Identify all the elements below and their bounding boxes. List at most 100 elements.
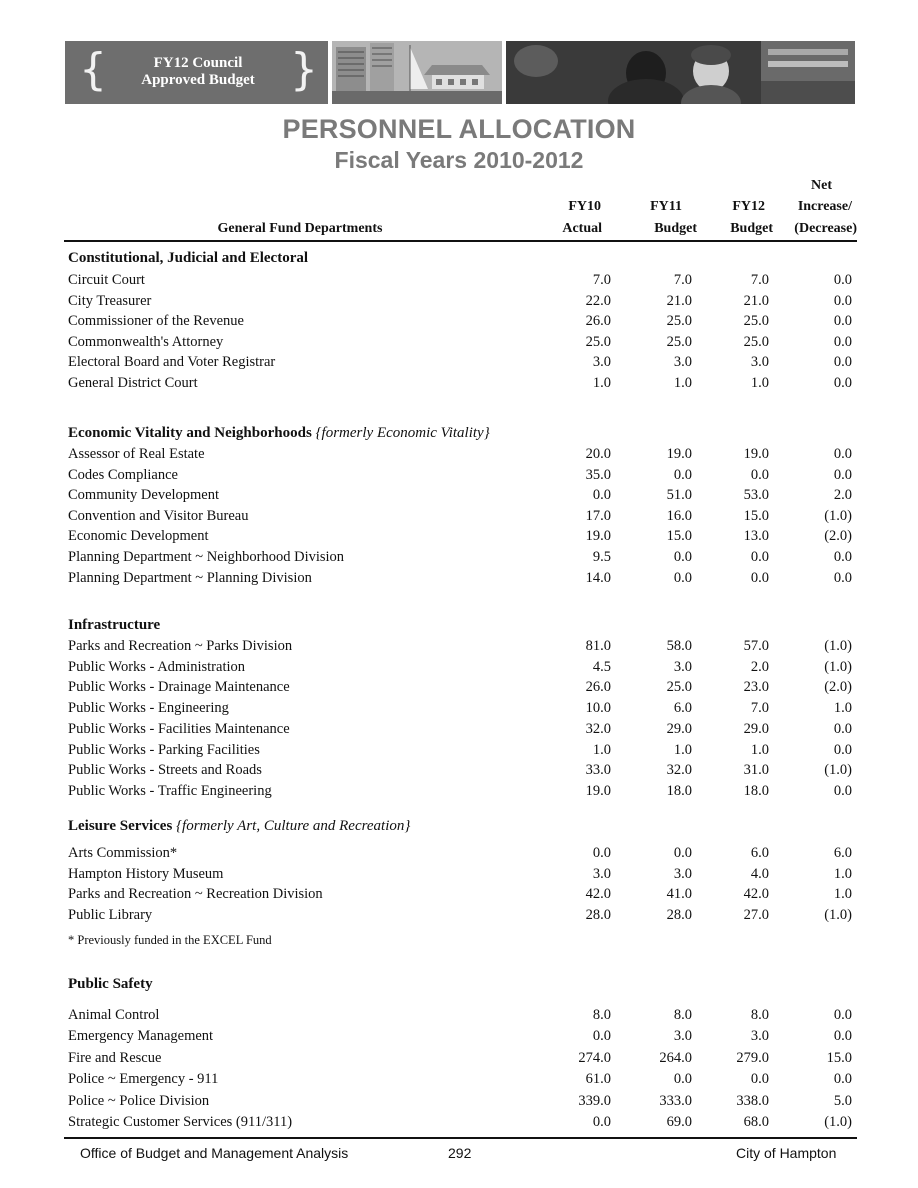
fy10-actual: 20.0 xyxy=(585,446,611,462)
table-row: Fire and Rescue 274.0 264.0 279.0 15.0 xyxy=(0,1049,918,1067)
header-fy10-line2: Actual xyxy=(562,221,602,236)
fy12-budget: 0.0 xyxy=(750,549,769,565)
fy10-actual: 1.0 xyxy=(592,741,611,758)
banner-photo-waterfront xyxy=(332,41,502,104)
fy12-budget: 27.0 xyxy=(743,906,769,923)
fy10-actual: 32.0 xyxy=(585,720,611,737)
fy10-actual: 33.0 xyxy=(585,762,611,779)
table-row: Codes Compliance 35.0 0.0 0.0 0.0 xyxy=(0,466,918,484)
net-change: 6.0 xyxy=(833,845,852,861)
department-name: Commissioner of the Revenue xyxy=(68,313,244,330)
table-row: Public Works - Facilities Maintenance 32.… xyxy=(0,720,918,738)
department-name: Police ~ Emergency - 911 xyxy=(68,1071,219,1088)
department-name: Fire and Rescue xyxy=(68,1049,162,1066)
net-change: 0.0 xyxy=(833,333,852,350)
fy11-budget: 3.0 xyxy=(673,658,692,675)
table-row: Arts Commission* 0.0 0.0 6.0 6.0 xyxy=(0,844,918,862)
fy10-actual: 0.0 xyxy=(592,845,611,861)
fy11-budget: 25.0 xyxy=(666,313,692,330)
fy10-actual: 1.0 xyxy=(592,375,611,391)
department-name: City Treasurer xyxy=(68,292,152,309)
net-change: (2.0) xyxy=(824,528,852,545)
table-row: Public Works - Drainage Maintenance 26.0 2… xyxy=(0,678,918,696)
header-fy12-line1: FY12 xyxy=(732,199,765,214)
net-change: 1.0 xyxy=(833,865,852,882)
table-row: Public Works - Administration 4.5 3.0 2.0 (1… xyxy=(0,658,918,676)
fy10-actual: 9.5 xyxy=(592,549,611,565)
fy11-budget: 18.0 xyxy=(666,782,692,799)
net-change: 0.0 xyxy=(833,1071,852,1088)
section-title: Public Safety xyxy=(68,976,153,992)
fy10-actual: 339.0 xyxy=(578,1092,611,1109)
fy12-budget: 25.0 xyxy=(743,333,769,350)
fy12-budget: 2.0 xyxy=(750,658,769,675)
department-name: Public Works - Facilities Maintenance xyxy=(68,720,290,737)
table-row: City Treasurer 22.0 21.0 21.0 0.0 xyxy=(0,292,918,310)
net-change: 1.0 xyxy=(833,700,852,717)
net-change: 0.0 xyxy=(833,1028,852,1045)
fy12-budget: 3.0 xyxy=(750,354,769,371)
table-row: Strategic Customer Services (911/311) 0.0… xyxy=(0,1113,918,1131)
fy11-budget: 3.0 xyxy=(673,1028,692,1045)
department-name: Parks and Recreation ~ Recreation Divisi… xyxy=(68,886,323,903)
net-change: (1.0) xyxy=(824,638,852,654)
table-row: Economic Development 19.0 15.0 13.0 (2.0) xyxy=(0,527,918,545)
net-change: 0.0 xyxy=(833,354,852,371)
fy12-budget: 8.0 xyxy=(750,1007,769,1023)
department-name: Emergency Management xyxy=(68,1028,214,1045)
table-row: Commissioner of the Revenue 26.0 25.0 25.0 0… xyxy=(0,312,918,330)
fy11-budget: 51.0 xyxy=(666,487,692,504)
fy12-budget: 1.0 xyxy=(750,741,769,758)
section-title: Economic Vitality and Neighborhoods xyxy=(68,425,312,441)
fy12-budget: 19.0 xyxy=(743,446,769,462)
department-name: Circuit Court xyxy=(68,272,145,288)
department-name: Convention and Visitor Bureau xyxy=(68,507,249,524)
department-name: Arts Commission* xyxy=(68,845,178,861)
fy11-budget: 1.0 xyxy=(673,375,692,391)
fy11-budget: 25.0 xyxy=(666,333,692,350)
table-row: Parks and Recreation ~ Parks Division 81.… xyxy=(0,637,918,655)
fy12-budget: 29.0 xyxy=(743,720,769,737)
fy10-actual: 42.0 xyxy=(585,886,611,903)
section-title: Leisure Services xyxy=(68,818,173,834)
net-change: 0.0 xyxy=(833,1007,852,1023)
fy10-actual: 10.0 xyxy=(585,700,611,717)
fy11-budget: 3.0 xyxy=(673,865,692,882)
table-row: Circuit Court 7.0 7.0 7.0 0.0 xyxy=(0,271,918,289)
net-change: 0.0 xyxy=(833,446,852,462)
table-row: Convention and Visitor Bureau 17.0 16.0 15.… xyxy=(0,507,918,525)
header-departments: General Fund Departments xyxy=(217,221,383,236)
fy10-actual: 4.5 xyxy=(592,658,611,675)
net-change: 15.0 xyxy=(826,1049,852,1066)
page-title: PERSONNEL ALLOCATION xyxy=(282,114,636,144)
department-name: Animal Control xyxy=(68,1007,160,1023)
department-name: Public Works - Parking Facilities xyxy=(68,741,260,758)
people-illustration xyxy=(506,41,855,104)
net-change: 0.0 xyxy=(833,375,852,391)
table-row: Electoral Board and Voter Registrar 3.0 3.… xyxy=(0,353,918,371)
table-row: Planning Department ~ Neighborhood Divis… xyxy=(0,548,918,566)
net-change: (1.0) xyxy=(824,507,852,524)
fy11-budget: 6.0 xyxy=(673,700,692,717)
fy11-budget: 0.0 xyxy=(673,845,692,861)
fy10-actual: 3.0 xyxy=(592,865,611,882)
fy11-budget: 16.0 xyxy=(666,507,692,524)
fy10-actual: 7.0 xyxy=(592,272,611,288)
department-name: Electoral Board and Voter Registrar xyxy=(68,354,276,371)
footer-office: Office of Budget and Management Analysis xyxy=(80,1145,349,1161)
net-change: (1.0) xyxy=(824,906,852,923)
net-change: (2.0) xyxy=(824,679,852,696)
table-row: Public Works - Parking Facilities 1.0 1.0 1… xyxy=(0,741,918,759)
table-row: Emergency Management 0.0 3.0 3.0 0.0 xyxy=(0,1027,918,1045)
header-fy12-line2: Budget xyxy=(730,221,773,236)
header-fy11-line2: Budget xyxy=(654,221,697,236)
fy10-actual: 22.0 xyxy=(585,292,611,309)
fy12-budget: 7.0 xyxy=(750,700,769,717)
section-note: {formerly Economic Vitality} xyxy=(315,425,490,441)
fy11-budget: 15.0 xyxy=(666,528,692,545)
banner-line-1: FY12 Council xyxy=(153,55,243,71)
header-fy10-line1: FY10 xyxy=(568,199,601,214)
fy11-budget: 69.0 xyxy=(666,1114,692,1130)
section-heading: Constitutional, Judicial and Electoral xyxy=(68,249,308,267)
fy11-budget: 28.0 xyxy=(666,906,692,923)
